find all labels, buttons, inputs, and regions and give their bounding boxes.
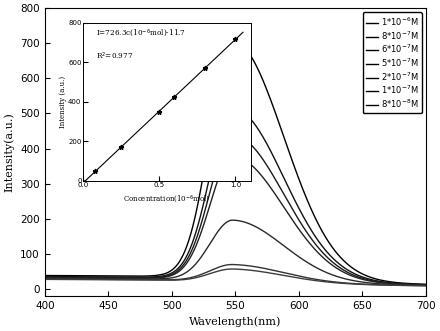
6*10$^{-7}$M — [196, 229, 202, 233]
1*10$^{-7}$M — [340, 281, 345, 285]
6*10$^{-7}$M — [423, 283, 429, 287]
6*10$^{-7}$M — [81, 275, 86, 279]
Line: 8*10$^{-8}$M: 8*10$^{-8}$M — [45, 269, 426, 286]
Line: 2*10$^{-7}$M: 2*10$^{-7}$M — [45, 220, 426, 285]
1*10$^{-6}$M — [81, 274, 86, 278]
8*10$^{-7}$M — [340, 264, 345, 268]
5*10$^{-7}$M — [347, 273, 352, 277]
8*10$^{-7}$M — [196, 220, 202, 224]
Legend: 1*10$^{-6}$M, 8*10$^{-7}$M, 6*10$^{-7}$M, 5*10$^{-7}$M, 2*10$^{-7}$M, 1*10$^{-7}: 1*10$^{-6}$M, 8*10$^{-7}$M, 6*10$^{-7}$M… — [363, 12, 422, 113]
1*10$^{-7}$M — [196, 273, 202, 277]
8*10$^{-7}$M — [42, 275, 48, 279]
8*10$^{-7}$M — [230, 106, 235, 110]
2*10$^{-7}$M — [210, 237, 215, 241]
5*10$^{-7}$M — [304, 238, 310, 242]
Line: 1*10$^{-7}$M: 1*10$^{-7}$M — [45, 264, 426, 286]
5*10$^{-7}$M — [423, 283, 429, 287]
1*10$^{-6}$M — [196, 197, 202, 201]
2*10$^{-7}$M — [340, 276, 345, 280]
8*10$^{-8}$M — [196, 275, 202, 279]
1*10$^{-6}$M — [423, 282, 429, 286]
1*10$^{-7}$M — [210, 268, 215, 272]
6*10$^{-7}$M — [230, 133, 235, 137]
6*10$^{-7}$M — [340, 267, 345, 271]
8*10$^{-8}$M — [210, 271, 215, 275]
1*10$^{-6}$M — [42, 273, 48, 277]
1*10$^{-7}$M — [230, 262, 235, 266]
8*10$^{-8}$M — [81, 278, 86, 282]
8*10$^{-8}$M — [42, 277, 48, 281]
8*10$^{-7}$M — [347, 269, 352, 273]
Line: 6*10$^{-7}$M: 6*10$^{-7}$M — [45, 135, 426, 285]
5*10$^{-7}$M — [340, 269, 345, 273]
5*10$^{-7}$M — [230, 155, 235, 159]
1*10$^{-6}$M — [347, 263, 352, 267]
1*10$^{-6}$M — [304, 197, 310, 201]
5*10$^{-7}$M — [196, 236, 202, 240]
6*10$^{-7}$M — [304, 230, 310, 234]
2*10$^{-7}$M — [42, 276, 48, 280]
8*10$^{-8}$M — [340, 281, 345, 285]
Line: 1*10$^{-6}$M: 1*10$^{-6}$M — [45, 41, 426, 284]
6*10$^{-7}$M — [347, 271, 352, 275]
8*10$^{-7}$M — [210, 161, 215, 165]
2*10$^{-7}$M — [81, 277, 86, 281]
8*10$^{-7}$M — [423, 283, 429, 287]
1*10$^{-7}$M — [42, 277, 48, 281]
8*10$^{-8}$M — [423, 284, 429, 288]
2*10$^{-7}$M — [230, 218, 235, 222]
2*10$^{-7}$M — [196, 258, 202, 262]
5*10$^{-7}$M — [42, 276, 48, 280]
X-axis label: Wavelength(nm): Wavelength(nm) — [189, 316, 282, 327]
2*10$^{-7}$M — [423, 283, 429, 287]
Line: 8*10$^{-7}$M: 8*10$^{-7}$M — [45, 108, 426, 285]
Y-axis label: Intensity(a.u.): Intensity(a.u.) — [4, 112, 15, 192]
5*10$^{-7}$M — [210, 194, 215, 198]
8*10$^{-7}$M — [304, 221, 310, 225]
6*10$^{-7}$M — [42, 275, 48, 279]
5*10$^{-7}$M — [81, 276, 86, 280]
1*10$^{-6}$M — [210, 115, 215, 119]
Line: 5*10$^{-7}$M: 5*10$^{-7}$M — [45, 157, 426, 285]
8*10$^{-7}$M — [81, 275, 86, 279]
1*10$^{-6}$M — [340, 258, 345, 261]
1*10$^{-7}$M — [304, 276, 310, 280]
2*10$^{-7}$M — [304, 260, 310, 264]
8*10$^{-8}$M — [304, 277, 310, 281]
8*10$^{-8}$M — [229, 267, 235, 271]
8*10$^{-8}$M — [347, 282, 352, 286]
2*10$^{-7}$M — [347, 278, 352, 282]
1*10$^{-6}$M — [230, 39, 235, 43]
1*10$^{-7}$M — [81, 277, 86, 281]
6*10$^{-7}$M — [210, 179, 215, 183]
1*10$^{-7}$M — [347, 281, 352, 285]
1*10$^{-7}$M — [423, 284, 429, 288]
